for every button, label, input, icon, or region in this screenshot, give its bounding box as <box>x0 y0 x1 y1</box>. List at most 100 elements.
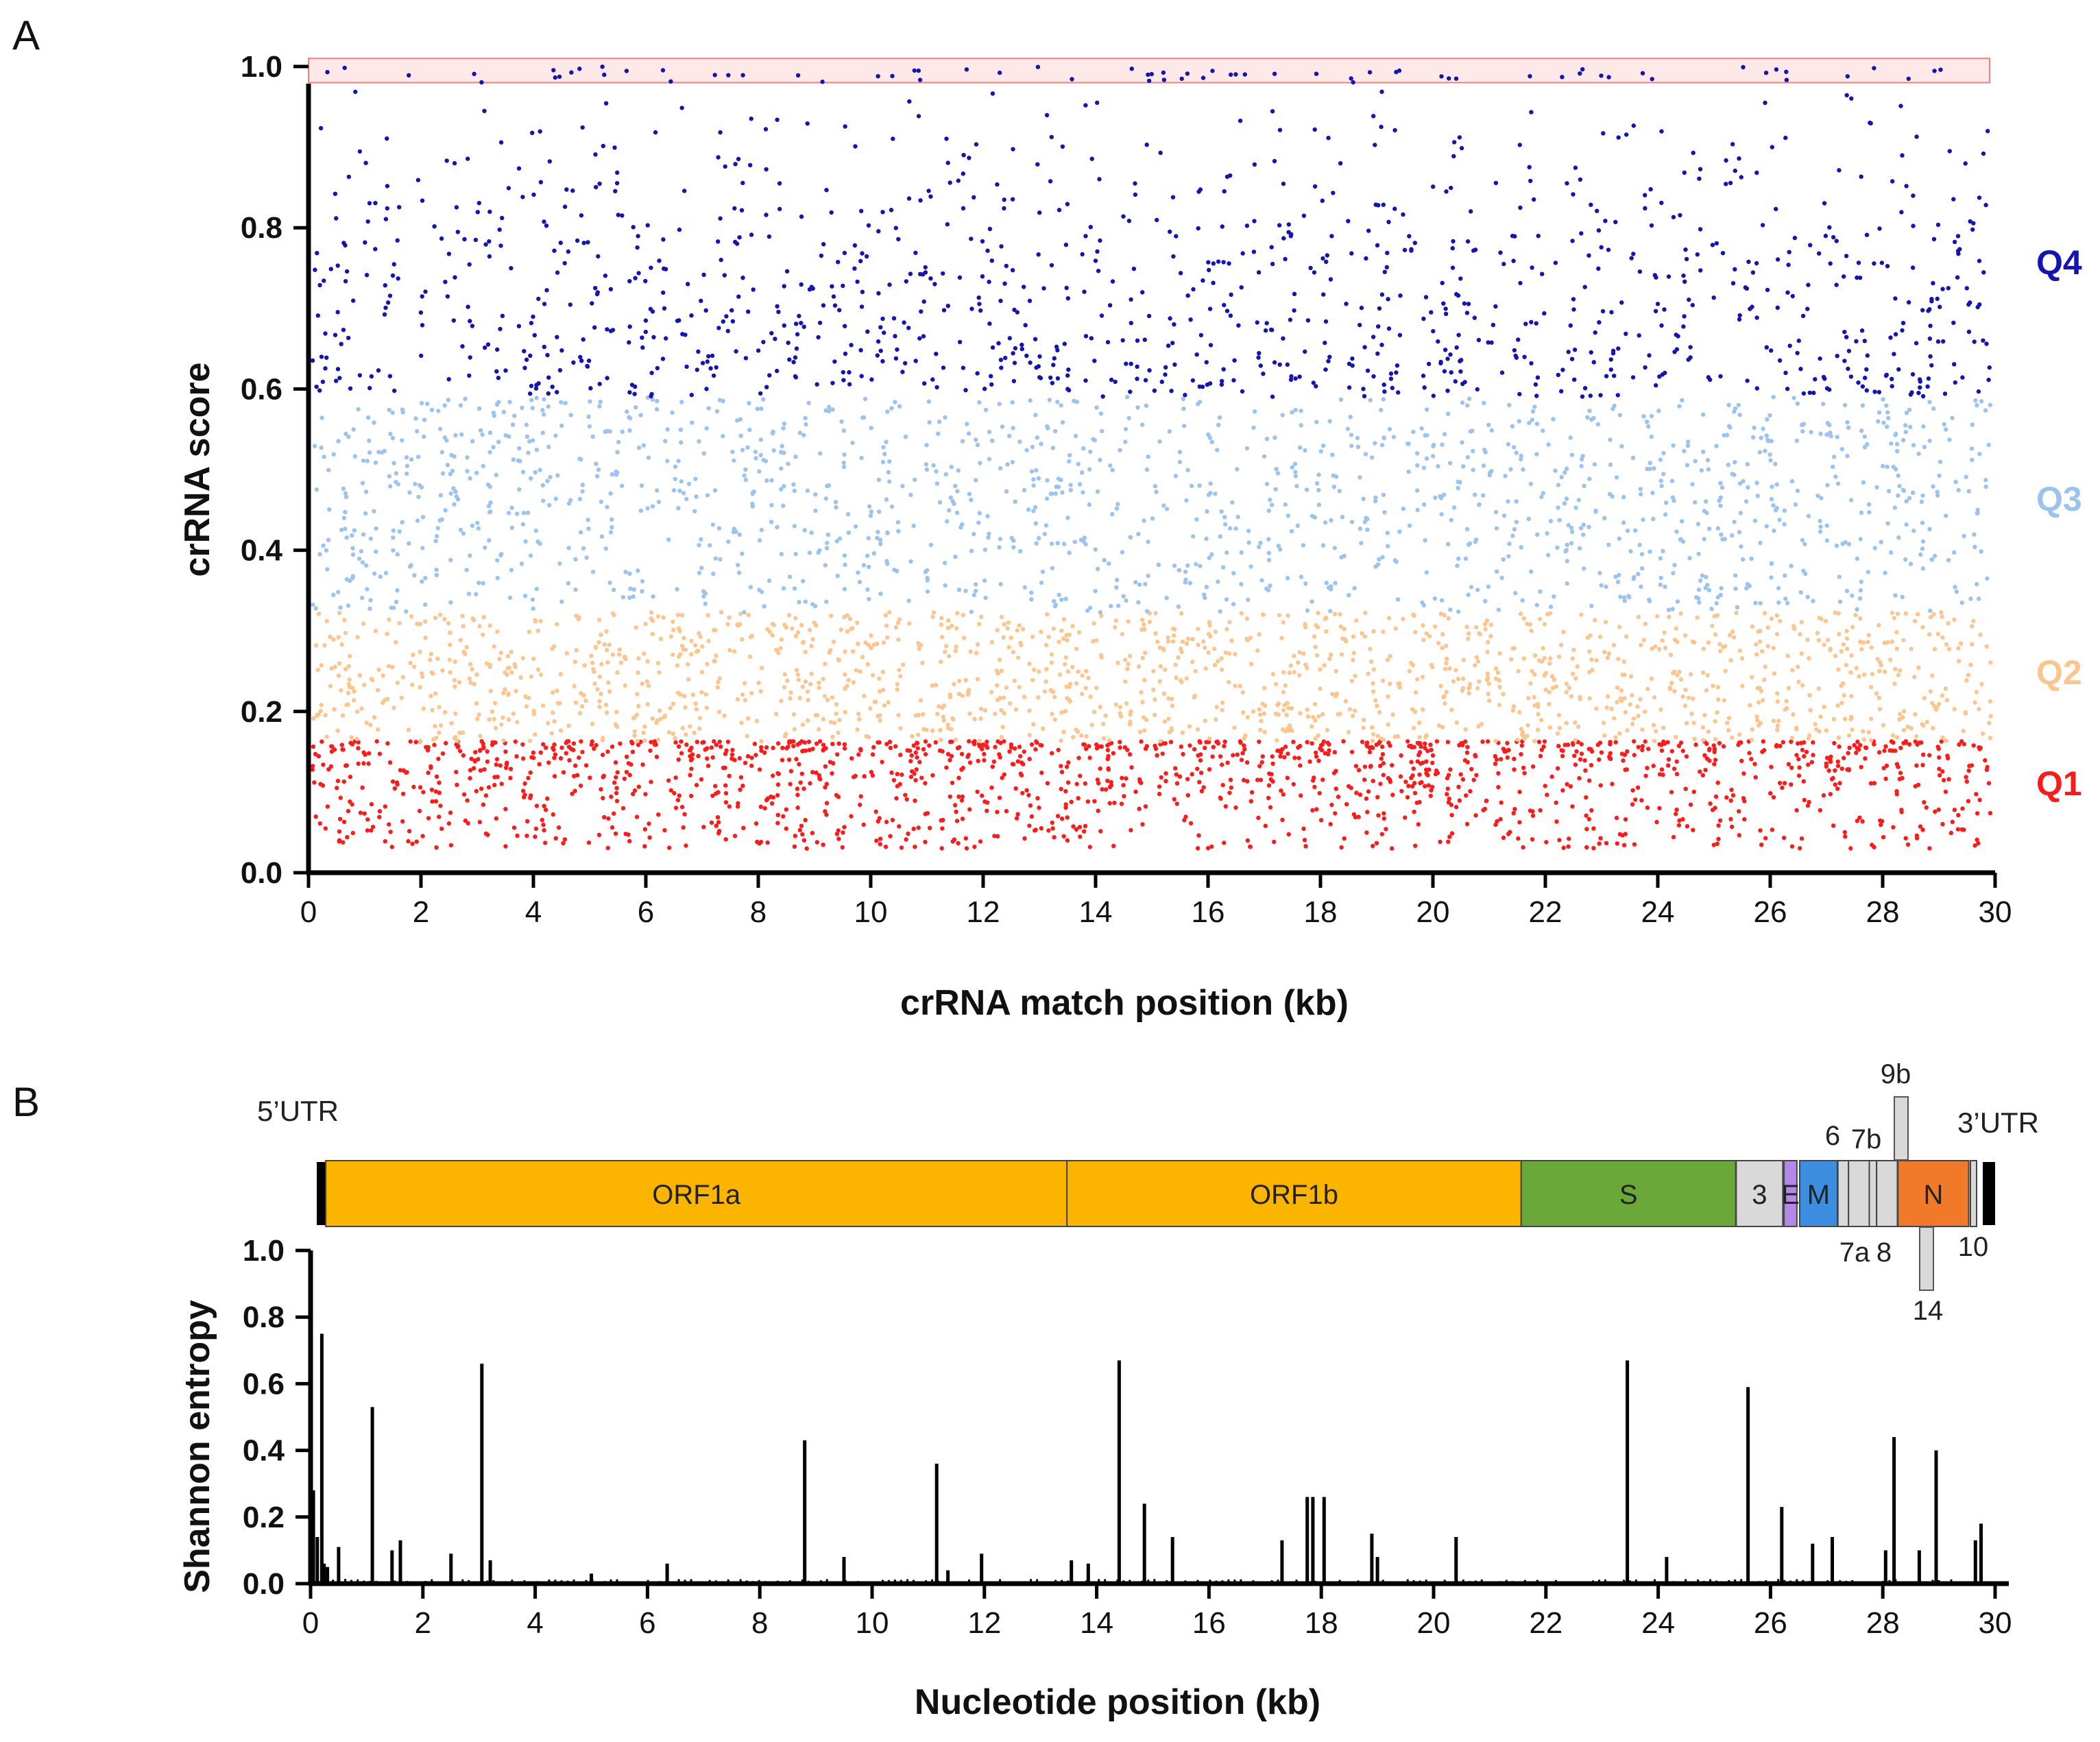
scatter-point <box>1619 444 1624 449</box>
scatter-point <box>804 748 808 753</box>
scatter-point <box>1207 555 1211 560</box>
scatter-point <box>963 387 968 393</box>
scatter-point <box>786 461 790 466</box>
scatter-point <box>310 764 315 769</box>
scatter-point <box>1017 623 1022 628</box>
scatter-point <box>434 567 439 572</box>
scatter-point <box>1586 778 1592 783</box>
scatter-point <box>776 771 782 777</box>
scatter-point <box>624 754 629 760</box>
scatter-point <box>1886 415 1891 421</box>
scatter-point <box>964 846 969 851</box>
scatter-point <box>1769 575 1774 580</box>
scatter-point <box>438 723 444 728</box>
scatter-point <box>1811 390 1816 396</box>
scatter-point <box>1865 353 1870 358</box>
scatter-point <box>1371 779 1375 784</box>
scatter-point <box>1855 739 1860 745</box>
scatter-point <box>1935 489 1940 494</box>
scatter-point <box>1937 755 1942 760</box>
scatter-point <box>1144 403 1149 408</box>
scatter-point <box>538 672 544 677</box>
scatter-point <box>1627 594 1632 600</box>
scatter-point <box>1783 573 1787 578</box>
scatter-point <box>1055 541 1061 546</box>
scatter-point <box>1481 808 1486 812</box>
scatter-point <box>788 782 793 786</box>
scatter-point <box>1238 684 1242 688</box>
scatter-point <box>735 697 740 702</box>
scatter-point <box>1748 703 1752 707</box>
scatter-point <box>360 595 365 601</box>
scatter-point <box>515 720 520 725</box>
scatter-point <box>429 670 434 675</box>
scatter-point <box>1737 809 1741 814</box>
scatter-point <box>1983 408 1988 413</box>
scatter-point <box>1081 490 1085 495</box>
scatter-point <box>1623 710 1628 715</box>
scatter-point <box>793 834 798 838</box>
scatter-point <box>817 548 822 553</box>
scatter-point <box>1178 678 1183 683</box>
scatter-point <box>1051 626 1057 631</box>
scatter-point <box>739 721 744 725</box>
scatter-point <box>1853 612 1858 618</box>
scatter-point <box>1171 639 1176 644</box>
scatter-point <box>1409 760 1414 764</box>
scatter-point <box>1103 787 1109 792</box>
scatter-point <box>611 588 616 592</box>
scatter-point <box>1188 821 1194 826</box>
scatter-point <box>1728 180 1733 186</box>
scatter-point <box>911 523 916 529</box>
scatter-point <box>780 745 785 751</box>
scatter-point <box>688 753 692 759</box>
scatter-point <box>1067 459 1072 464</box>
scatter-point <box>415 518 420 523</box>
scatter-point <box>856 752 861 757</box>
scatter-point <box>1348 414 1353 420</box>
scatter-point <box>1806 513 1811 518</box>
scatter-point <box>1098 829 1103 834</box>
scatter-point <box>1388 654 1392 659</box>
panel-a-label: A <box>12 12 40 58</box>
scatter-point <box>1183 814 1188 819</box>
scatter-point <box>771 795 776 800</box>
scatter-point <box>1181 407 1186 411</box>
scatter-point <box>513 739 518 744</box>
scatter-point <box>1615 393 1620 398</box>
scatter-point <box>1677 404 1682 409</box>
scatter-point <box>1128 719 1133 725</box>
scatter-point <box>1029 742 1035 747</box>
scatter-point <box>1431 184 1436 189</box>
scatter-point <box>1894 630 1899 635</box>
scatter-point <box>372 715 377 720</box>
scatter-point <box>801 324 806 329</box>
scatter-point <box>1789 564 1794 568</box>
scatter-point <box>1333 786 1339 791</box>
scatter-point <box>880 459 886 465</box>
scatter-point <box>658 716 664 721</box>
scatter-point <box>990 764 995 769</box>
scatter-point <box>627 428 632 433</box>
scatter-point <box>1373 498 1378 504</box>
scatter-point <box>1022 749 1026 754</box>
scatter-point <box>684 496 689 502</box>
scatter-point <box>740 692 745 697</box>
scatter-point <box>1737 156 1741 161</box>
scatter-point <box>1515 737 1520 742</box>
scatter-point <box>1929 299 1934 304</box>
scatter-point <box>529 674 533 679</box>
scatter-point <box>759 739 764 744</box>
scatter-point <box>1867 510 1872 515</box>
scatter-point <box>655 737 661 742</box>
scatter-point <box>655 661 661 666</box>
scatter-point <box>1451 505 1457 510</box>
scatter-point <box>1763 836 1768 840</box>
scatter-point <box>1043 679 1048 684</box>
scatter-point <box>1717 498 1722 503</box>
scatter-point <box>476 406 482 411</box>
scatter-point <box>1547 690 1552 694</box>
scatter-point <box>457 679 462 685</box>
scatter-point <box>871 745 876 750</box>
scatter-point <box>1036 695 1041 700</box>
